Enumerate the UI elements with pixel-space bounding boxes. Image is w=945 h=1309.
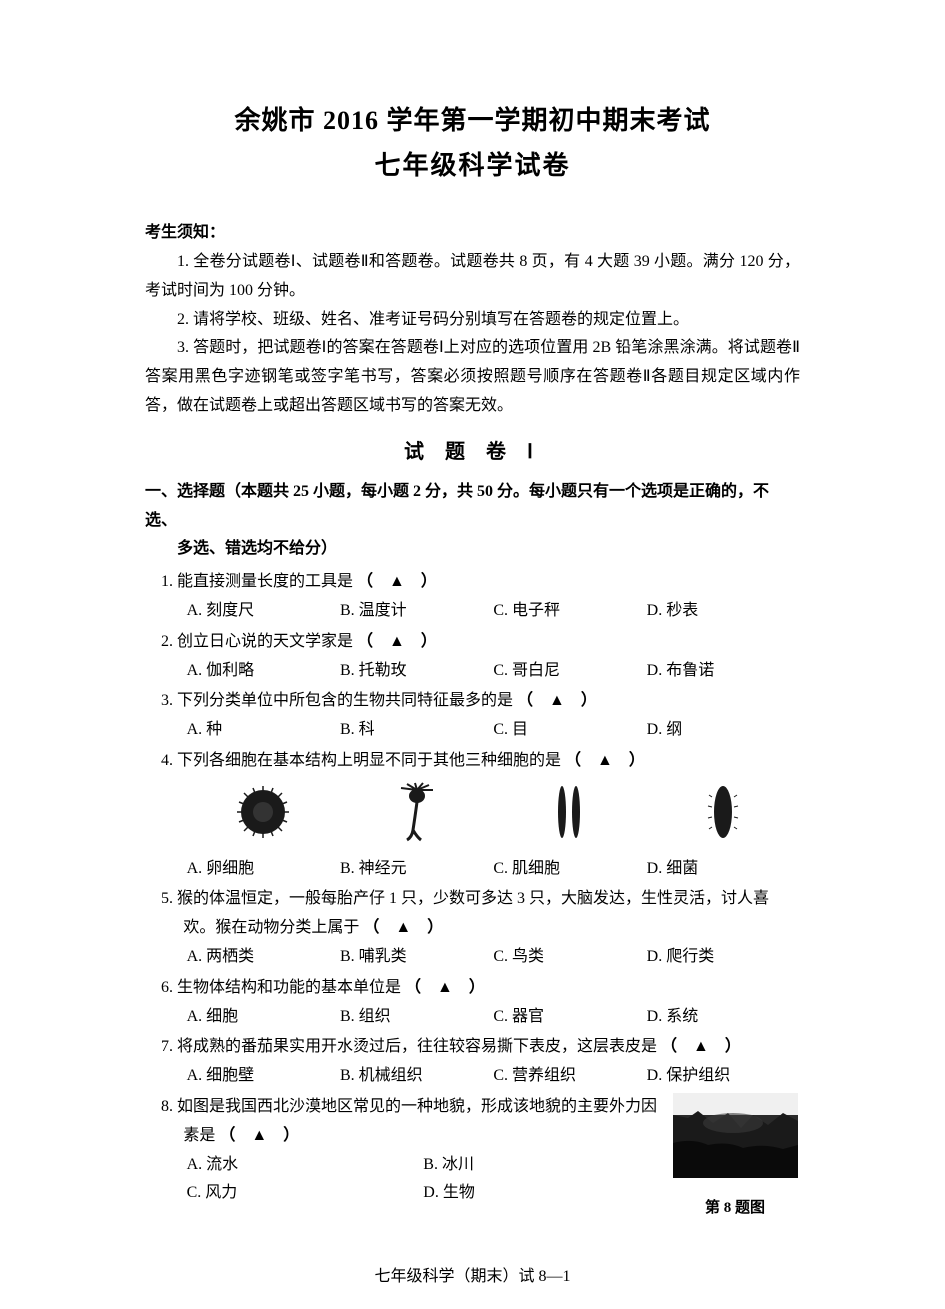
q7-opt-a: A. 细胞壁: [187, 1062, 340, 1091]
notice-item-2: 2. 请将学校、班级、姓名、准考证号码分别填写在答题卷的规定位置上。: [145, 306, 800, 335]
q2-blank: （ ▲ ）: [357, 633, 437, 650]
q5-num: 5.: [161, 890, 173, 907]
part1-title: 一、选择题（本题共 25 小题，每小题 2 分，共 50 分。每小题只有一个选项…: [145, 478, 800, 564]
q8-opt-d: D. 生物: [423, 1179, 660, 1208]
title-line2: 七年级科学试卷: [145, 145, 800, 182]
q5-opt-b: B. 哺乳类: [340, 943, 493, 972]
notice-item-3: 3. 答题时，把试题卷Ⅰ的答案在答题卷Ⅰ上对应的选项位置用 2B 铅笔涂黑涂满。…: [145, 334, 800, 420]
neuron-icon: [340, 782, 493, 853]
q7-blank: （ ▲ ）: [661, 1038, 741, 1055]
q1-num: 1.: [161, 573, 173, 590]
q3-opt-d: D. 纲: [647, 716, 800, 745]
q4-opt-a: A. 卵细胞: [187, 855, 340, 884]
q5-opt-d: D. 爬行类: [647, 943, 800, 972]
q5-opt-a: A. 两栖类: [187, 943, 340, 972]
q5-blank: （ ▲ ）: [363, 919, 443, 936]
q3-opt-b: B. 科: [340, 716, 493, 745]
q4-blank: （ ▲ ）: [565, 752, 645, 769]
q4-num: 4.: [161, 752, 173, 769]
question-8: 8. 如图是我国西北沙漠地区常见的一种地貌，形成该地貌的主要外力因素是 （ ▲ …: [161, 1093, 800, 1222]
q1-opt-a: A. 刻度尺: [187, 597, 340, 626]
question-3: 3. 下列分类单位中所包含的生物共同特征最多的是 （ ▲ ） A. 种 B. 科…: [161, 687, 800, 745]
question-6: 6. 生物体结构和功能的基本单位是 （ ▲ ） A. 细胞 B. 组织 C. 器…: [161, 974, 800, 1032]
question-2: 2. 创立日心说的天文学家是 （ ▲ ） A. 伽利略 B. 托勒玫 C. 哥白…: [161, 628, 800, 686]
question-5: 5. 猴的体温恒定，一般每胎产仔 1 只，少数可多达 3 只，大脑发达，生性灵活…: [161, 885, 800, 971]
q2-text: 创立日心说的天文学家是: [177, 633, 353, 650]
q5-text: 猴的体温恒定，一般每胎产仔 1 只，少数可多达 3 只，大脑发达，生性灵活，讨人…: [177, 890, 769, 936]
notice-item-1: 1. 全卷分试题卷Ⅰ、试题卷Ⅱ和答题卷。试题卷共 8 页，有 4 大题 39 小…: [145, 248, 800, 306]
q8-opt-c: C. 风力: [187, 1179, 424, 1208]
q7-num: 7.: [161, 1038, 173, 1055]
q7-opt-b: B. 机械组织: [340, 1062, 493, 1091]
q6-num: 6.: [161, 979, 173, 996]
q4-opt-b: B. 神经元: [340, 855, 493, 884]
q4-opt-d: D. 细菌: [647, 855, 800, 884]
q5-opt-c: C. 鸟类: [493, 943, 646, 972]
q3-opt-a: A. 种: [187, 716, 340, 745]
q1-opt-c: C. 电子秤: [493, 597, 646, 626]
part1-title-l2: 多选、错选均不给分）: [145, 535, 800, 564]
q3-text: 下列分类单位中所包含的生物共同特征最多的是: [177, 692, 513, 709]
q6-text: 生物体结构和功能的基本单位是: [177, 979, 401, 996]
q2-num: 2.: [161, 633, 173, 650]
q1-text: 能直接测量长度的工具是: [177, 573, 353, 590]
q4-image-row: [187, 782, 800, 853]
bacteria-icon: [647, 782, 800, 853]
q8-image: 第 8 题图: [670, 1093, 800, 1222]
q6-opt-d: D. 系统: [647, 1003, 800, 1032]
q6-blank: （ ▲ ）: [405, 979, 485, 996]
q4-opt-c: C. 肌细胞: [493, 855, 646, 884]
q6-opt-a: A. 细胞: [187, 1003, 340, 1032]
q1-opt-d: D. 秒表: [647, 597, 800, 626]
q1-opt-b: B. 温度计: [340, 597, 493, 626]
q7-text: 将成熟的番茄果实用开水烫过后，往往较容易撕下表皮，这层表皮是: [177, 1038, 657, 1055]
part1-title-l1: 一、选择题（本题共 25 小题，每小题 2 分，共 50 分。每小题只有一个选项…: [145, 483, 769, 529]
title-line1: 余姚市 2016 学年第一学期初中期末考试: [145, 100, 800, 137]
q8-opt-b: B. 冰川: [423, 1151, 660, 1180]
q8-caption: 第 8 题图: [670, 1195, 800, 1222]
q2-opt-c: C. 哥白尼: [493, 657, 646, 686]
egg-cell-icon: [187, 782, 340, 853]
q3-blank: （ ▲ ）: [517, 692, 597, 709]
q3-opt-c: C. 目: [493, 716, 646, 745]
q1-blank: （ ▲ ）: [357, 573, 437, 590]
q6-opt-c: C. 器官: [493, 1003, 646, 1032]
q8-num: 8.: [161, 1098, 173, 1115]
section-title: 试 题 卷 Ⅰ: [145, 435, 800, 464]
q2-opt-d: D. 布鲁诺: [647, 657, 800, 686]
q8-blank: （ ▲ ）: [219, 1127, 299, 1144]
question-4: 4. 下列各细胞在基本结构上明显不同于其他三种细胞的是 （ ▲ ）: [161, 747, 800, 883]
question-1: 1. 能直接测量长度的工具是 （ ▲ ） A. 刻度尺 B. 温度计 C. 电子…: [161, 568, 800, 626]
question-7: 7. 将成熟的番茄果实用开水烫过后，往往较容易撕下表皮，这层表皮是 （ ▲ ） …: [161, 1033, 800, 1091]
q6-opt-b: B. 组织: [340, 1003, 493, 1032]
q2-opt-b: B. 托勒玫: [340, 657, 493, 686]
q7-opt-d: D. 保护组织: [647, 1062, 800, 1091]
q3-num: 3.: [161, 692, 173, 709]
q7-opt-c: C. 营养组织: [493, 1062, 646, 1091]
q2-opt-a: A. 伽利略: [187, 657, 340, 686]
page-footer: 七年级科学（期末）试 8—1: [145, 1262, 800, 1286]
muscle-cell-icon: [493, 782, 646, 853]
q4-text: 下列各细胞在基本结构上明显不同于其他三种细胞的是: [177, 752, 561, 769]
notice-label: 考生须知：: [145, 218, 800, 242]
q8-opt-a: A. 流水: [187, 1151, 424, 1180]
